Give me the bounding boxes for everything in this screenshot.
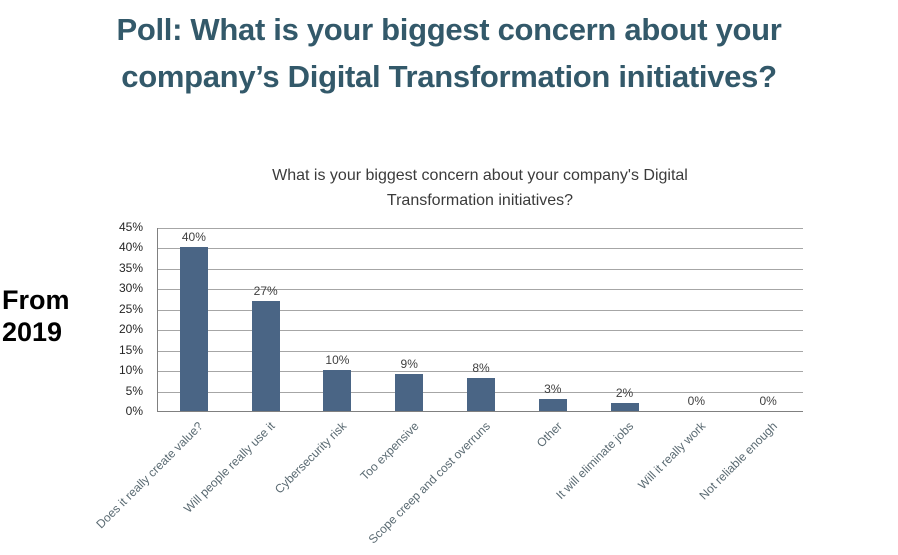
page-title-line2: company’s Digital Transformation initiat… bbox=[121, 59, 777, 94]
bar-value-label: 40% bbox=[181, 230, 206, 245]
gridline bbox=[158, 330, 803, 332]
bar-value-label: 0% bbox=[687, 394, 705, 408]
bar-value-label: 8% bbox=[472, 361, 490, 376]
bar-value-label: 9% bbox=[400, 357, 418, 372]
y-tick-label: 25% bbox=[118, 301, 143, 316]
category-label: Cybersecurity risk bbox=[272, 419, 350, 497]
chart-title: What is your biggest concern about your … bbox=[180, 163, 780, 213]
plot-area: 40% 27% 10% 9% 8% 3% 2% 0% 0% bbox=[157, 228, 803, 412]
gridline bbox=[158, 268, 803, 270]
gridline bbox=[158, 350, 803, 352]
category-label: Not reliable enough bbox=[696, 419, 781, 503]
bar-value-label: 3% bbox=[544, 381, 562, 396]
y-tick-label: 30% bbox=[118, 281, 143, 296]
page-title-line1: Poll: What is your biggest concern about… bbox=[116, 12, 782, 47]
y-tick-label: 0% bbox=[125, 404, 143, 418]
from-2019-line1: From bbox=[2, 285, 70, 315]
bar-value-label: 10% bbox=[325, 353, 350, 368]
gridline bbox=[158, 309, 803, 311]
y-tick-label: 5% bbox=[125, 383, 143, 398]
bar-4 bbox=[395, 374, 424, 411]
y-tick-label: 20% bbox=[118, 322, 143, 337]
gridline bbox=[158, 248, 803, 250]
chart-title-line1: What is your biggest concern about your … bbox=[272, 167, 688, 184]
bar-value-label: 0% bbox=[759, 394, 777, 408]
y-tick-label: 10% bbox=[118, 363, 143, 378]
x-axis: Does it really create value? Will people … bbox=[94, 413, 803, 553]
bar-3 bbox=[323, 370, 352, 411]
bar-1 bbox=[179, 247, 208, 411]
bar-2 bbox=[251, 300, 280, 411]
y-tick-label: 40% bbox=[118, 240, 143, 255]
y-axis: 0% 5% 10% 15% 20% 25% 30% 35% 40% 45% bbox=[0, 220, 150, 418]
bar-value-label: 27% bbox=[253, 283, 278, 298]
bar-5 bbox=[467, 378, 495, 411]
gridline bbox=[158, 371, 803, 373]
category-label: Too expensive bbox=[356, 419, 422, 484]
category-label: It will eliminate jobs bbox=[553, 419, 637, 502]
from-2019-line2: 2019 bbox=[2, 317, 63, 347]
gridline bbox=[158, 289, 803, 291]
from-2019-label: From 2019 bbox=[2, 284, 70, 348]
category-label: Scope creep and cost overruns bbox=[365, 419, 493, 547]
y-tick-label: 15% bbox=[118, 342, 143, 357]
chart-title-line2: Transformation initiatives? bbox=[386, 192, 574, 209]
page-title: Poll: What is your biggest concern about… bbox=[0, 6, 898, 100]
category-label: Other bbox=[533, 419, 565, 451]
category-label: Will it really work bbox=[635, 419, 709, 493]
bar-7 bbox=[610, 402, 639, 411]
gridline bbox=[158, 228, 803, 229]
y-tick-label: 45% bbox=[118, 220, 143, 234]
bar-6 bbox=[538, 398, 567, 411]
y-tick-label: 35% bbox=[118, 260, 143, 275]
bar-value-label: 2% bbox=[615, 385, 634, 400]
